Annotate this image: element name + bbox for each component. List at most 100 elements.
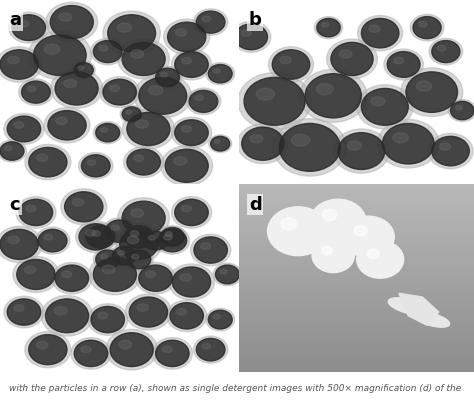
Bar	[239, 286, 474, 288]
Circle shape	[310, 199, 366, 245]
Ellipse shape	[61, 189, 107, 225]
Ellipse shape	[292, 134, 310, 146]
Ellipse shape	[64, 192, 103, 222]
Ellipse shape	[118, 340, 132, 349]
Ellipse shape	[369, 25, 380, 32]
Ellipse shape	[41, 296, 93, 336]
Ellipse shape	[272, 50, 310, 79]
Ellipse shape	[164, 234, 173, 240]
Ellipse shape	[182, 126, 191, 132]
Ellipse shape	[91, 38, 125, 65]
Ellipse shape	[383, 124, 434, 164]
Ellipse shape	[209, 135, 232, 153]
Ellipse shape	[170, 303, 203, 329]
Bar	[239, 196, 474, 198]
Circle shape	[366, 237, 381, 249]
Ellipse shape	[148, 85, 163, 95]
Ellipse shape	[169, 264, 214, 300]
Circle shape	[367, 249, 379, 258]
Ellipse shape	[432, 40, 460, 63]
Circle shape	[321, 246, 332, 255]
Ellipse shape	[208, 310, 232, 329]
Ellipse shape	[235, 24, 267, 50]
Ellipse shape	[164, 19, 210, 54]
Ellipse shape	[64, 79, 77, 88]
Ellipse shape	[361, 88, 408, 125]
Ellipse shape	[14, 305, 24, 311]
Text: d: d	[249, 196, 262, 213]
Bar	[239, 252, 474, 254]
Ellipse shape	[387, 52, 420, 77]
Ellipse shape	[450, 101, 474, 120]
Bar	[239, 235, 474, 237]
Ellipse shape	[0, 142, 24, 160]
Bar	[239, 246, 474, 248]
Circle shape	[267, 207, 328, 256]
Bar	[239, 365, 474, 366]
Bar	[239, 353, 474, 355]
Ellipse shape	[54, 306, 67, 315]
Ellipse shape	[103, 11, 160, 55]
Bar	[239, 267, 474, 269]
Ellipse shape	[118, 39, 170, 79]
Ellipse shape	[98, 312, 108, 319]
Ellipse shape	[410, 14, 444, 41]
Ellipse shape	[414, 312, 450, 327]
Text: b: b	[249, 11, 262, 29]
Bar	[239, 305, 474, 306]
Bar	[239, 199, 474, 201]
Bar	[239, 280, 474, 282]
Bar	[239, 227, 474, 229]
Ellipse shape	[250, 135, 263, 143]
Ellipse shape	[105, 220, 134, 243]
Ellipse shape	[111, 225, 119, 231]
Ellipse shape	[87, 160, 96, 165]
Ellipse shape	[406, 72, 457, 112]
Ellipse shape	[8, 56, 19, 64]
Ellipse shape	[91, 306, 125, 333]
Bar	[239, 245, 474, 246]
Bar	[239, 184, 474, 186]
Ellipse shape	[55, 265, 89, 291]
Ellipse shape	[129, 297, 168, 327]
Ellipse shape	[152, 337, 192, 369]
Bar	[239, 293, 474, 295]
Bar	[239, 205, 474, 207]
Ellipse shape	[122, 107, 141, 121]
Ellipse shape	[122, 43, 165, 76]
Ellipse shape	[25, 144, 71, 180]
Ellipse shape	[100, 128, 108, 132]
Ellipse shape	[128, 236, 139, 244]
Ellipse shape	[117, 23, 132, 32]
Bar	[239, 192, 474, 193]
Ellipse shape	[18, 20, 29, 27]
Bar	[239, 301, 474, 303]
Ellipse shape	[122, 223, 156, 250]
Bar	[239, 284, 474, 286]
Ellipse shape	[153, 66, 182, 88]
Ellipse shape	[244, 77, 305, 125]
Bar	[239, 370, 474, 372]
Ellipse shape	[175, 199, 208, 226]
Ellipse shape	[96, 250, 119, 269]
Ellipse shape	[81, 346, 91, 353]
Ellipse shape	[256, 88, 274, 100]
Ellipse shape	[110, 245, 139, 267]
Ellipse shape	[148, 236, 155, 240]
Ellipse shape	[356, 85, 413, 129]
Bar	[239, 263, 474, 265]
Ellipse shape	[455, 106, 462, 110]
Ellipse shape	[36, 154, 48, 162]
Ellipse shape	[46, 299, 89, 333]
Ellipse shape	[131, 209, 144, 217]
Ellipse shape	[137, 304, 148, 311]
Ellipse shape	[419, 22, 427, 27]
Ellipse shape	[210, 136, 230, 151]
Ellipse shape	[89, 254, 141, 295]
Ellipse shape	[331, 43, 373, 76]
Ellipse shape	[25, 332, 71, 368]
Ellipse shape	[206, 63, 235, 85]
Bar	[239, 348, 474, 350]
Ellipse shape	[172, 49, 211, 80]
Bar	[239, 224, 474, 226]
